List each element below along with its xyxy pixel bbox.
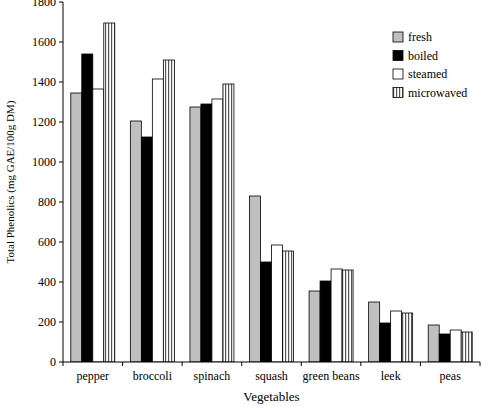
legend-swatch xyxy=(393,51,403,61)
y-tick-label: 600 xyxy=(38,235,56,249)
y-tick xyxy=(59,2,63,3)
legend-swatch xyxy=(393,69,403,79)
x-axis xyxy=(63,362,480,363)
x-tick-label: broccoli xyxy=(133,369,173,383)
y-tick-label: 800 xyxy=(38,195,56,209)
bars xyxy=(71,23,472,362)
bar xyxy=(250,196,261,362)
legend: fresh boiled steamed microwaved xyxy=(393,30,467,100)
y-tick-label: 1400 xyxy=(32,75,56,89)
bar xyxy=(369,302,380,362)
bar xyxy=(163,60,174,362)
bar xyxy=(104,23,115,362)
bar xyxy=(283,251,294,362)
x-axis-label: Vegetables xyxy=(243,389,299,404)
legend-label: fresh xyxy=(408,30,432,44)
legend-swatch xyxy=(393,88,403,98)
bar xyxy=(272,245,283,362)
y-tick-label: 1000 xyxy=(32,155,56,169)
x-tick xyxy=(182,362,183,366)
bar xyxy=(93,89,104,362)
x-tick xyxy=(360,362,361,366)
y-tick-label: 0 xyxy=(50,355,56,369)
y-tick-label: 1200 xyxy=(32,115,56,129)
bar xyxy=(461,332,472,362)
x-tick-label: green beans xyxy=(303,369,360,383)
legend-label: steamed xyxy=(408,67,447,81)
x-tick-label: pepper xyxy=(76,369,109,383)
legend-label: microwaved xyxy=(408,86,467,100)
x-tick xyxy=(480,362,481,366)
chart-svg: 0 200 400 600 800 1000 1200 1400 1600 1800 pepper b… xyxy=(0,0,489,408)
bar xyxy=(391,311,402,362)
y-tick xyxy=(59,242,63,243)
y-tick xyxy=(59,42,63,43)
x-tick-label: leek xyxy=(381,369,401,383)
bar xyxy=(190,107,201,362)
x-tick-label: squash xyxy=(255,369,288,383)
bar xyxy=(320,281,331,362)
bar xyxy=(439,334,450,362)
x-tick xyxy=(420,362,421,366)
bar xyxy=(428,325,439,362)
y-tick-label: 1600 xyxy=(32,35,56,49)
bar xyxy=(212,99,223,362)
bar xyxy=(380,323,391,362)
y-tick xyxy=(59,82,63,83)
x-tick xyxy=(301,362,302,366)
bar xyxy=(130,121,141,362)
y-tick xyxy=(59,322,63,323)
y-tick xyxy=(59,122,63,123)
y-tick-label: 200 xyxy=(38,315,56,329)
y-tick xyxy=(59,282,63,283)
chart-root: 0 200 400 600 800 1000 1200 1400 1600 1800 pepper b… xyxy=(0,0,489,408)
bar xyxy=(450,330,461,362)
y-tick xyxy=(59,162,63,163)
bar xyxy=(261,262,272,362)
legend-swatch xyxy=(393,32,403,42)
y-tick xyxy=(59,362,63,363)
bar xyxy=(342,270,353,362)
bar xyxy=(201,104,212,362)
bar xyxy=(402,313,413,362)
bar xyxy=(82,54,93,362)
y-tick xyxy=(59,202,63,203)
bar xyxy=(331,269,342,362)
bar xyxy=(141,137,152,362)
x-tick xyxy=(241,362,242,366)
x-tick xyxy=(63,362,64,366)
legend-label: boiled xyxy=(408,49,438,63)
x-tick-label: peas xyxy=(440,369,462,383)
bar xyxy=(152,79,163,362)
x-tick-label: spinach xyxy=(194,369,231,383)
bar xyxy=(309,291,320,362)
y-tick-label: 400 xyxy=(38,275,56,289)
y-axis xyxy=(63,2,64,362)
bar xyxy=(223,84,234,362)
y-tick-label: 1800 xyxy=(32,0,56,9)
bar xyxy=(71,93,82,362)
x-tick xyxy=(122,362,123,366)
y-axis-label: Total Phenolics (mg GAE/100g DM) xyxy=(4,100,17,263)
